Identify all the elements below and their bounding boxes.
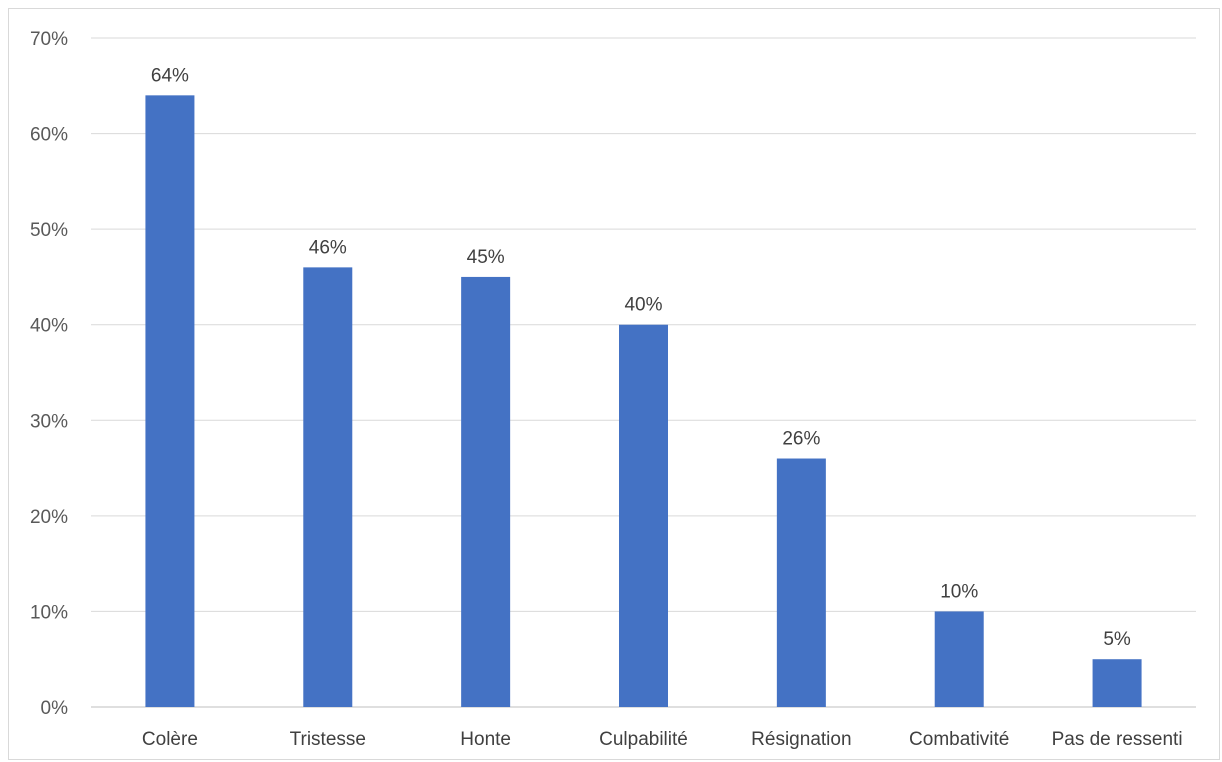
data-label: 46% — [309, 237, 347, 258]
category-label: Honte — [460, 729, 511, 750]
category-label: Pas de ressenti — [1052, 729, 1183, 750]
y-tick-label: 50% — [30, 220, 68, 241]
category-label: Tristesse — [290, 729, 366, 750]
data-label: 40% — [624, 295, 662, 316]
data-label: 5% — [1103, 629, 1131, 650]
category-label: Colère — [142, 729, 198, 750]
bar — [776, 458, 826, 707]
bar — [619, 324, 668, 707]
bar — [461, 276, 511, 707]
category-label: Culpabilité — [599, 729, 688, 750]
y-tick-label: 30% — [30, 411, 68, 432]
y-tick-label: 0% — [41, 698, 69, 719]
data-label: 10% — [940, 581, 978, 602]
y-tick-label: 10% — [30, 602, 68, 623]
y-tick-label: 70% — [30, 29, 68, 50]
bar — [145, 95, 195, 708]
data-label: 45% — [467, 247, 505, 268]
bar — [303, 267, 353, 707]
y-tick-label: 20% — [30, 507, 68, 528]
bar — [1092, 659, 1142, 707]
data-label: 26% — [782, 429, 820, 450]
y-tick-label: 60% — [30, 125, 68, 146]
bar — [934, 611, 984, 707]
category-label: Combativité — [909, 729, 1009, 750]
data-label: 64% — [151, 65, 189, 86]
category-label: Résignation — [751, 729, 851, 750]
y-tick-label: 40% — [30, 316, 68, 337]
